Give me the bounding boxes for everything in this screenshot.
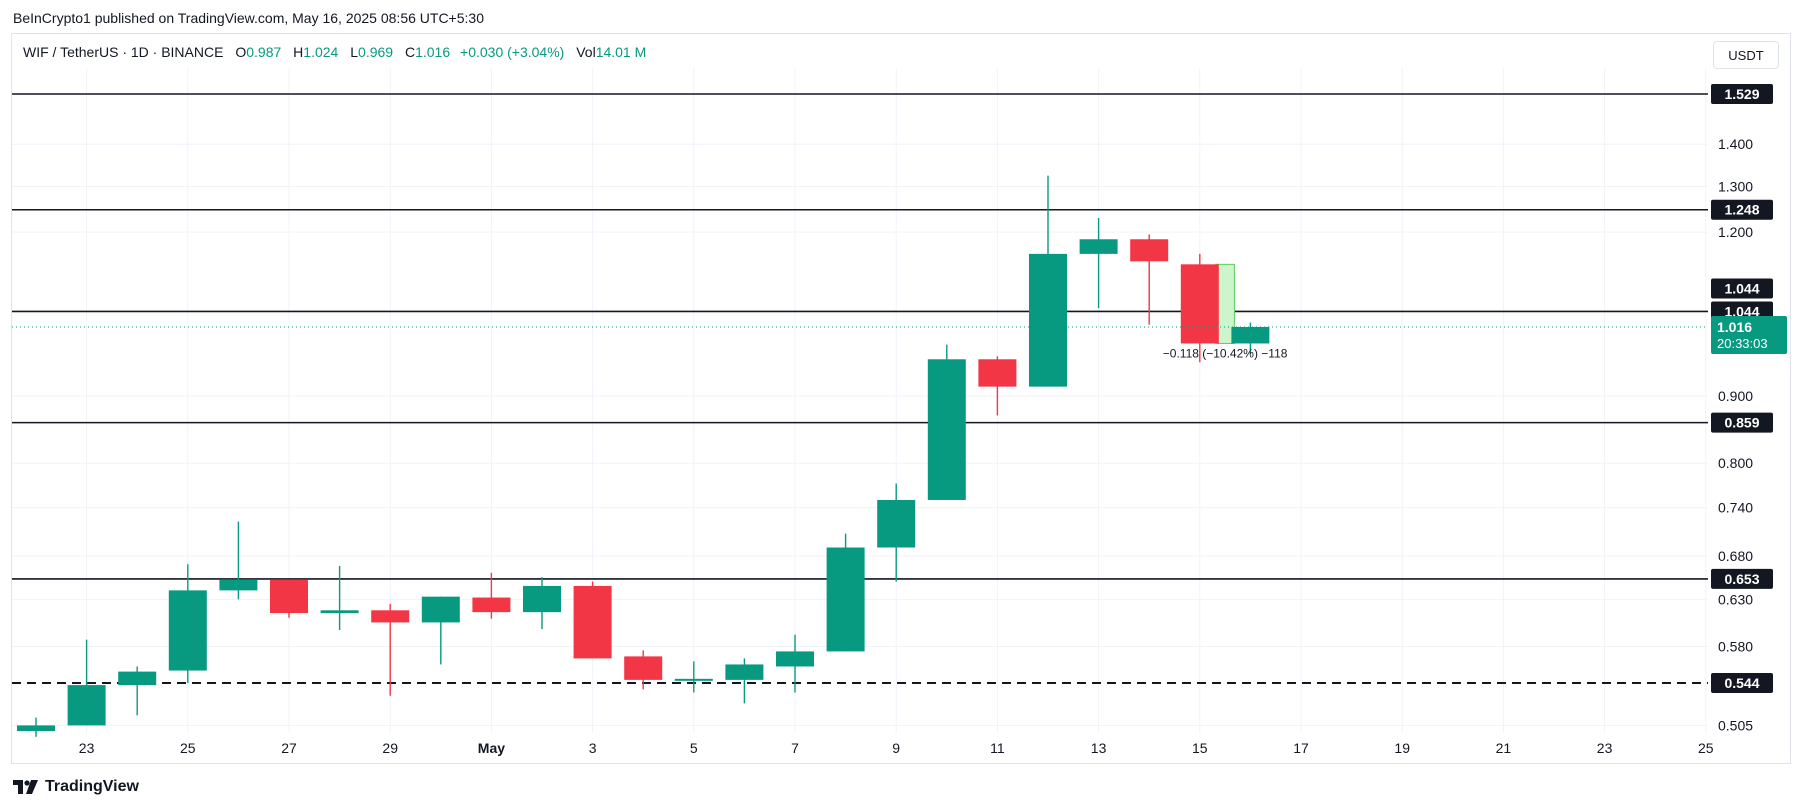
x-tick-label: 3 (589, 740, 597, 756)
y-tick-label: 1.300 (1718, 178, 1753, 194)
currency-button[interactable]: USDT (1713, 41, 1779, 69)
level-label: 1.248 (1724, 202, 1759, 218)
countdown-label: 20:33:03 (1717, 336, 1768, 351)
candle-body (674, 678, 713, 681)
x-tick-label: 19 (1394, 740, 1410, 756)
x-tick-label: 23 (79, 740, 95, 756)
current-price-tag-bg (1711, 315, 1787, 354)
candle-body (1180, 264, 1219, 344)
candle-body (776, 651, 814, 667)
level-label-bg (1711, 412, 1773, 433)
low-value: 0.969 (358, 44, 394, 60)
x-tick-label: 13 (1091, 740, 1107, 756)
close-label: C (404, 44, 416, 60)
symbol-title[interactable]: WIF / TetherUS · 1D · BINANCE (23, 44, 224, 60)
candle-body (219, 579, 258, 591)
candle-body (118, 671, 157, 686)
y-tick-label: 0.680 (1718, 548, 1753, 564)
y-tick-label: 0.740 (1718, 500, 1753, 516)
x-tick-label: 23 (1597, 740, 1613, 756)
candle-body (421, 596, 460, 623)
y-tick-label: 0.580 (1718, 638, 1753, 654)
level-label: 1.044 (1724, 280, 1759, 296)
candle-body (826, 547, 865, 652)
x-tick-label: 9 (892, 740, 900, 756)
close-value: 1.016 (415, 44, 451, 60)
level-label-bg (1711, 278, 1773, 299)
x-tick-label: 21 (1496, 740, 1512, 756)
level-label-bg (1711, 568, 1773, 589)
volume-value: 14.01 M (595, 44, 647, 60)
change-value: +0.030 (+3.04%) (460, 44, 565, 60)
level-label: 0.653 (1724, 571, 1759, 587)
candle-body (573, 585, 612, 659)
current-price-label: 1.016 (1717, 319, 1752, 335)
level-label: 1.529 (1724, 86, 1759, 102)
level-label: 0.859 (1724, 415, 1759, 431)
candle-body (270, 579, 308, 614)
candle-body (472, 597, 511, 613)
level-label-bg (1711, 673, 1773, 693)
candle-body (1231, 326, 1270, 344)
x-tick-label: 15 (1192, 740, 1208, 756)
low-label: L (350, 44, 359, 60)
high-label: H (293, 44, 304, 60)
x-tick-label: 29 (382, 740, 398, 756)
candle-body (624, 656, 663, 680)
tradingview-logo[interactable]: TradingView (13, 778, 139, 796)
brand-name: TradingView (45, 778, 139, 795)
x-tick-label: May (478, 740, 505, 756)
y-tick-label: 0.900 (1718, 388, 1753, 404)
candle-body (523, 585, 561, 613)
y-tick-label: 1.200 (1718, 224, 1753, 240)
y-tick-label: 1.400 (1718, 136, 1753, 152)
candle-body (67, 685, 106, 726)
x-tick-label: 17 (1293, 740, 1309, 756)
candle-body (1029, 253, 1067, 387)
x-tick-label: 11 (990, 740, 1005, 756)
y-tick-label: 0.630 (1718, 591, 1753, 607)
candle-body (877, 499, 916, 548)
candle-body (1079, 239, 1118, 254)
volume-label: Vol (576, 44, 596, 60)
candle-body (978, 359, 1017, 387)
x-tick-label: 25 (180, 740, 196, 756)
chart-frame (11, 33, 1791, 764)
x-tick-label: 25 (1698, 740, 1714, 756)
candle-body (168, 590, 207, 671)
candle-body (17, 725, 55, 732)
level-label-bg (1711, 199, 1773, 220)
x-tick-label: 7 (791, 740, 799, 756)
level-label: 1.044 (1724, 303, 1759, 319)
measure-label: −0.118 (−10.42%) −118 (1163, 346, 1288, 360)
tradingview-icon (13, 780, 38, 794)
publisher-line: BeInCrypto1 published on TradingView.com… (13, 10, 484, 26)
candle-body (320, 610, 359, 614)
candle-body (927, 359, 966, 500)
x-tick-label: 27 (281, 740, 297, 756)
level-label: 0.544 (1724, 675, 1759, 691)
y-tick-label: 0.505 (1718, 717, 1753, 733)
y-tick-label: 0.800 (1718, 455, 1753, 471)
level-label-bg (1711, 84, 1773, 104)
symbol-legend: WIF / TetherUS · 1D · BINANCE O0.987 H1.… (23, 44, 646, 60)
candle-body (725, 664, 764, 680)
candle-body (371, 610, 410, 623)
open-label: O (235, 44, 247, 60)
high-value: 1.024 (303, 44, 339, 60)
open-value: 0.987 (246, 44, 282, 60)
candle-body (1130, 239, 1169, 262)
x-tick-label: 5 (690, 740, 698, 756)
